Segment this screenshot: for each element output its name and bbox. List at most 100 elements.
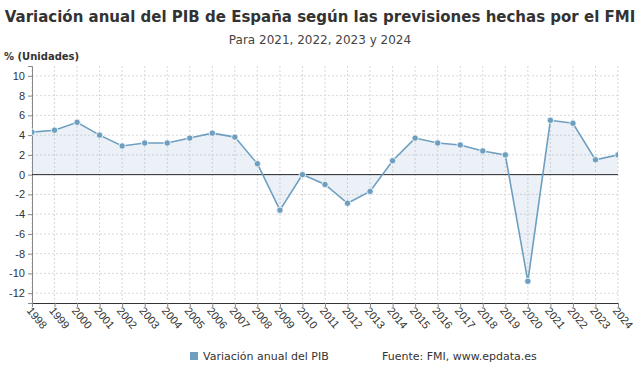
x-tick-label: 2008 — [250, 305, 275, 331]
y-tick: -12 — [9, 287, 32, 299]
x-tick-label: 2001 — [92, 305, 117, 331]
x-grid-line — [144, 66, 145, 303]
y-tick: 6 — [19, 109, 32, 121]
x-tick-label: 1998 — [25, 305, 50, 331]
legend-label: Variación anual del PIB — [203, 350, 329, 363]
x-tick-label: 2005 — [182, 305, 207, 331]
y-tick-label: 6 — [19, 109, 25, 121]
area — [32, 120, 618, 281]
y-tick-mark — [28, 254, 32, 255]
y-tick: 4 — [19, 129, 32, 141]
y-tick: 2 — [19, 149, 32, 161]
x-grid-line — [572, 66, 573, 303]
y-tick: 10 — [13, 70, 32, 82]
x-grid-line — [482, 66, 483, 303]
y-tick-mark — [28, 293, 32, 294]
x-tick: 2009 — [273, 303, 298, 331]
x-tick-label: 2000 — [70, 305, 95, 331]
y-tick: -2 — [15, 188, 32, 200]
plot: -12-10-8-6-4-202468101998199920002001200… — [9, 66, 635, 331]
x-tick: 2012 — [340, 303, 365, 331]
subtitle: Para 2021, 2022, 2023 y 2024 — [229, 33, 411, 47]
x-grid-line — [392, 66, 393, 303]
point — [141, 140, 147, 146]
x-grid-line — [460, 66, 461, 303]
y-tick: -10 — [9, 267, 32, 279]
x-tick-label: 2021 — [543, 305, 568, 331]
x-tick: 2000 — [70, 303, 95, 331]
point — [119, 143, 125, 149]
point — [232, 134, 238, 140]
point — [502, 152, 508, 158]
legend-swatch — [190, 352, 198, 360]
point — [32, 129, 35, 135]
x-tick: 2001 — [92, 303, 117, 331]
x-grid-line — [437, 66, 438, 303]
point — [389, 158, 395, 164]
y-tick-mark — [28, 214, 32, 215]
y-tick-label: 0 — [19, 169, 25, 181]
x-tick: 2014 — [385, 303, 410, 331]
point — [592, 157, 598, 163]
y-tick-mark — [28, 155, 32, 156]
point — [51, 127, 57, 133]
point — [525, 278, 531, 284]
point — [480, 148, 486, 154]
y-grid-line — [32, 293, 618, 294]
x-axis: 1998199920002001200220032004200520062007… — [25, 303, 636, 331]
x-tick-label: 2017 — [453, 305, 478, 331]
y-tick-label: 2 — [19, 149, 25, 161]
x-tick: 2006 — [205, 303, 230, 331]
x-tick: 2019 — [498, 303, 523, 331]
x-tick-label: 2019 — [498, 305, 523, 331]
x-grid-line — [212, 66, 213, 303]
x-tick: 2005 — [182, 303, 207, 331]
point — [299, 171, 305, 177]
y-tick-label: -2 — [15, 188, 25, 200]
point — [96, 132, 102, 138]
y-tick-mark — [28, 175, 32, 176]
x-tick: 1998 — [25, 303, 50, 331]
y-tick: -6 — [15, 228, 32, 240]
line — [32, 120, 618, 281]
x-grid-line — [189, 66, 190, 303]
x-tick-label: 2022 — [566, 305, 591, 331]
x-tick: 2020 — [520, 303, 545, 331]
x-grid-line — [618, 66, 619, 303]
x-grid-line — [302, 66, 303, 303]
y-axis-line — [28, 67, 33, 304]
x-tick-label: 2018 — [475, 305, 500, 331]
x-grid-line — [77, 66, 78, 303]
x-tick-label: 2002 — [115, 305, 140, 331]
y-tick: -8 — [15, 248, 32, 260]
x-tick: 2013 — [363, 303, 388, 331]
x-tick: 2008 — [250, 303, 275, 331]
y-tick-label: 10 — [13, 70, 25, 82]
x-tick-label: 2016 — [430, 305, 455, 331]
y-tick-label: -12 — [9, 287, 25, 299]
grid — [32, 66, 618, 303]
point — [367, 188, 373, 194]
title: Variación anual del PIB de España según … — [5, 8, 636, 26]
y-grid-line — [32, 273, 618, 274]
x-tick-label: 2006 — [205, 305, 230, 331]
x-tick: 2023 — [588, 303, 613, 331]
x-tick: 2016 — [430, 303, 455, 331]
x-tick-label: 2020 — [520, 305, 545, 331]
y-tick: 0 — [19, 169, 32, 181]
x-tick: 2010 — [295, 303, 320, 331]
point — [322, 181, 328, 187]
point — [187, 135, 193, 141]
y-tick-label: 4 — [19, 129, 25, 141]
x-tick-label: 2014 — [385, 305, 410, 331]
y-tick-label: 8 — [19, 90, 25, 102]
x-tick: 2024 — [611, 303, 636, 331]
point — [209, 130, 215, 136]
point — [344, 200, 350, 206]
x-grid-line — [505, 66, 506, 303]
point — [570, 120, 576, 126]
y-tick-mark — [28, 96, 32, 97]
y-tick-mark — [28, 115, 32, 116]
x-tick: 2021 — [543, 303, 568, 331]
x-tick: 2011 — [318, 303, 342, 330]
